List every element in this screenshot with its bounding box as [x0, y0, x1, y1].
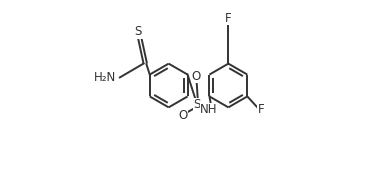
Text: F: F	[258, 103, 264, 116]
Text: S: S	[135, 25, 142, 38]
Text: S: S	[194, 98, 201, 111]
Text: O: O	[192, 70, 201, 83]
Text: NH: NH	[200, 103, 218, 116]
Text: H₂N: H₂N	[93, 71, 116, 84]
Text: F: F	[225, 12, 232, 25]
Text: O: O	[178, 109, 188, 122]
